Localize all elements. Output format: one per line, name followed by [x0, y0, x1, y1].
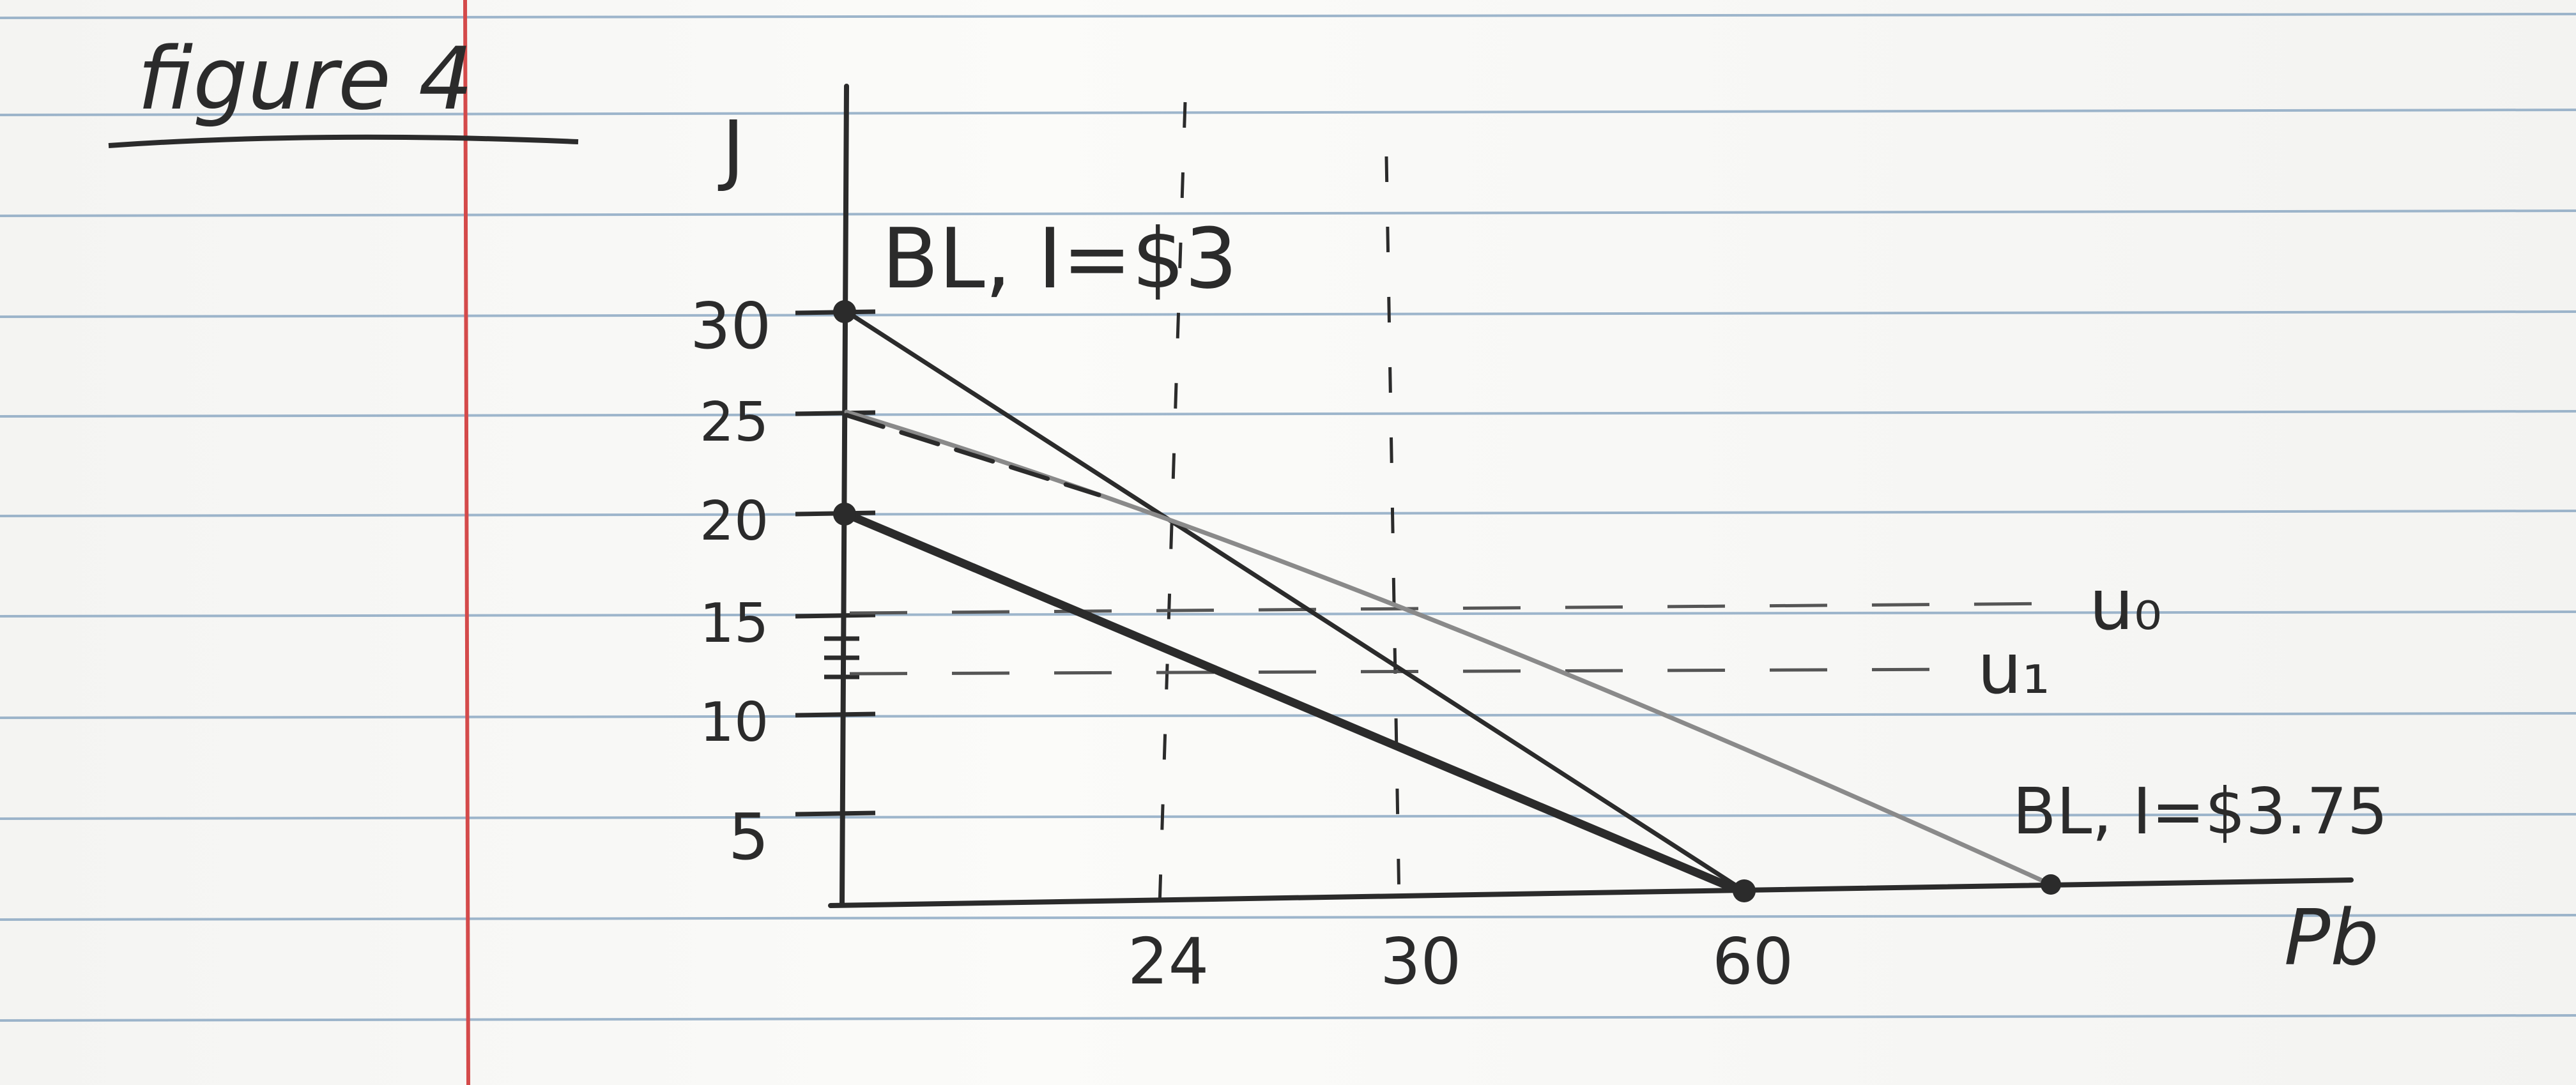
budget-line-dashed — [844, 413, 1101, 497]
intercept-30 — [833, 300, 856, 323]
y-tick-label: 25 — [700, 391, 769, 454]
budget-line-lower — [842, 510, 1749, 897]
axes — [828, 84, 2354, 908]
guide-u1 — [849, 667, 1968, 676]
budget-line-i-3-75 — [844, 409, 2053, 887]
y-axis-label: J — [717, 105, 744, 194]
y-tick-label: 5 — [728, 800, 769, 874]
y-tick-label: 30 — [690, 289, 771, 363]
y-tick-marks — [795, 309, 876, 817]
vertical-guides — [1158, 102, 1401, 907]
budget-line-label-1: BL, I=$3 — [882, 210, 1238, 307]
y-axis — [839, 84, 849, 906]
y-tick-label: 20 — [700, 490, 769, 553]
intercept-60 — [1733, 879, 1756, 902]
points — [833, 300, 2061, 902]
x-axis-label: Pb — [2284, 894, 2379, 983]
title-underline — [108, 134, 579, 148]
budget-line-label-2: BL, I=$3.75 — [2012, 774, 2388, 849]
horizontal-guides — [849, 602, 2064, 676]
y-tick-label: 15 — [700, 592, 769, 655]
x-tick-label: 60 — [1712, 924, 1793, 999]
budget-lines — [842, 309, 2053, 897]
intercept-20 — [833, 503, 856, 526]
x-tick-label: 24 — [1128, 924, 1209, 999]
budget-line-i-3 — [844, 309, 1747, 893]
guide-u0 — [849, 602, 2064, 615]
ruled-lines — [0, 13, 2576, 1022]
y-tick-labels: 30 25 20 15 10 5 — [690, 289, 771, 874]
x-tick-labels: 24 30 60 — [1128, 924, 1793, 999]
indifference-label-0: u₀ — [2089, 564, 2162, 646]
x-tick-label: 30 — [1380, 924, 1461, 999]
figure-title: figure 4 — [137, 29, 473, 129]
y-tick-label: 10 — [700, 691, 769, 754]
margin-line — [463, 0, 470, 1085]
indifference-label-1: u₁ — [1977, 628, 2050, 709]
x-axis — [828, 877, 2354, 908]
intercept-3-75 — [2041, 874, 2061, 895]
